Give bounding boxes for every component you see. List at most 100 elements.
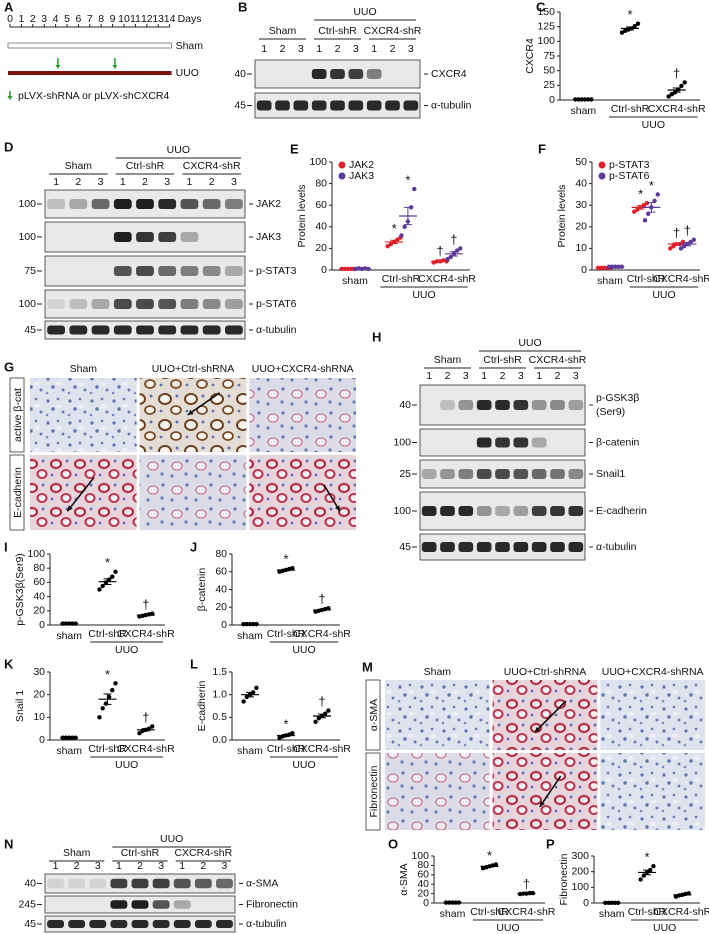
lane-number: 2 — [142, 176, 148, 188]
significance-mark: † — [523, 877, 530, 892]
lane-number: 2 — [200, 860, 206, 872]
band — [68, 920, 86, 928]
data-point — [412, 186, 417, 192]
y-tick-label: 0 — [583, 897, 589, 909]
significance-mark: * — [283, 552, 288, 567]
mw-label: 45 — [24, 324, 36, 336]
legend-label: p-STAT3 — [609, 159, 650, 171]
band — [459, 438, 474, 448]
column-label: UUO+CXCR4-shRNA — [602, 666, 704, 678]
day-unit: Days — [178, 13, 202, 25]
blot-super-label: UUO — [353, 6, 376, 18]
protein-label: p-GSK3β — [596, 392, 639, 404]
lane-number: 3 — [98, 176, 104, 188]
data-point — [110, 574, 115, 579]
tissue-image — [385, 680, 490, 750]
y-axis-label: Fibronectin — [558, 853, 570, 905]
column-label: Sham — [70, 363, 98, 375]
sem-bar — [626, 26, 634, 31]
day-label: 10 — [118, 13, 130, 25]
band — [91, 325, 110, 335]
mw-label: 40 — [24, 877, 36, 889]
band — [275, 69, 290, 79]
y-axis-label: α-SMA — [398, 863, 410, 895]
column-label: Sham — [424, 666, 452, 678]
lane-number: 3 — [353, 43, 359, 55]
legend-label: JAK2 — [349, 159, 374, 171]
lane-number: 2 — [280, 43, 286, 55]
band — [180, 299, 199, 309]
sem-bar — [611, 265, 620, 268]
sem-bar — [282, 734, 290, 737]
blot-group-label: Ctrl-shR — [126, 160, 165, 172]
band — [194, 878, 212, 889]
protein-label: Fibronectin — [246, 898, 298, 910]
mw-label: 245 — [18, 898, 36, 910]
significance-mark: * — [405, 172, 410, 187]
panel-letter: F — [538, 141, 546, 156]
y-tick-label: 50 — [543, 64, 555, 76]
band — [225, 325, 243, 335]
band — [568, 469, 584, 479]
blot-group-label: Sham — [434, 354, 462, 366]
y-tick-label: 0.0 — [212, 734, 227, 746]
y-axis-label: E-cadherin — [196, 680, 208, 731]
y-tick-label: 300 — [571, 850, 589, 862]
significance-mark: * — [105, 555, 110, 570]
y-tick-label: 20 — [417, 887, 429, 899]
data-point — [445, 257, 450, 262]
day-label: 3 — [41, 13, 47, 25]
band — [194, 920, 212, 928]
mw-label: 25 — [399, 468, 411, 480]
band — [136, 199, 154, 209]
data-point — [666, 94, 671, 99]
sem-bar — [318, 608, 326, 612]
band — [404, 69, 419, 79]
y-tick-label: 100 — [571, 881, 589, 893]
pointer-arrowhead — [539, 800, 545, 807]
band — [275, 100, 290, 111]
panel-letter: I — [4, 539, 8, 554]
x-tick-label: sham — [56, 745, 82, 757]
sem-bar — [647, 202, 656, 213]
significance-mark: † — [673, 225, 680, 240]
sem-bar — [485, 865, 494, 868]
x-tick-label: CXCR4-shR — [117, 628, 175, 640]
panel-letter: H — [372, 329, 381, 344]
band — [531, 506, 547, 516]
data-point — [632, 209, 637, 214]
x-tick-label: Ctrl-shR — [611, 103, 650, 115]
band — [225, 299, 243, 309]
y-axis-label: CXCR4 — [524, 38, 536, 74]
protein-label: JAK3 — [256, 231, 281, 243]
y-tick-label: 100 — [411, 850, 429, 862]
band — [366, 69, 382, 79]
band — [513, 437, 529, 448]
x-tick-label: Ctrl-shR — [627, 273, 666, 285]
lane-number: 1 — [371, 43, 377, 55]
uuo-bar — [8, 71, 172, 75]
band — [513, 506, 529, 516]
lane-number: 3 — [298, 43, 304, 55]
panel-letter: P — [546, 836, 555, 851]
group-label: UUO — [115, 644, 138, 656]
data-point — [641, 873, 646, 878]
band — [421, 469, 437, 479]
lane-number: 3 — [158, 860, 164, 872]
significance-mark: † — [684, 223, 691, 238]
x-tick-label: sham — [237, 630, 263, 642]
band — [476, 400, 492, 410]
band — [550, 506, 565, 516]
y-axis-label: Protein levels — [296, 184, 308, 247]
y-tick-label: 200 — [571, 865, 589, 877]
row-label-box — [365, 752, 381, 831]
blot-super-label: UUO — [167, 144, 190, 156]
group-label: Sham — [176, 40, 204, 52]
legend-marker — [598, 172, 606, 180]
legend-marker — [338, 161, 346, 169]
band — [330, 69, 345, 79]
sem-bar — [141, 728, 150, 732]
band — [136, 299, 154, 309]
injection-arrowhead — [55, 65, 61, 69]
band — [216, 878, 233, 889]
